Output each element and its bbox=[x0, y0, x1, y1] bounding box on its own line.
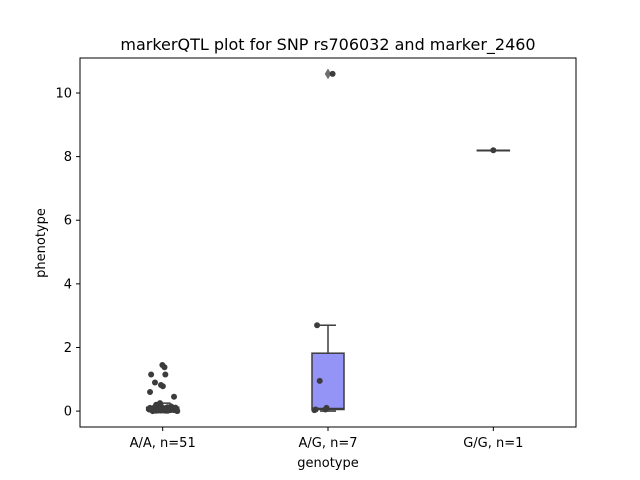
data-point bbox=[316, 377, 323, 384]
data-point bbox=[151, 379, 158, 386]
data-point bbox=[151, 406, 158, 413]
data-point bbox=[147, 389, 154, 396]
data-point bbox=[167, 405, 174, 412]
data-point bbox=[161, 364, 168, 371]
data-point bbox=[329, 70, 336, 77]
y-tick-label: 4 bbox=[64, 277, 72, 292]
data-point bbox=[162, 407, 169, 414]
strip-points bbox=[490, 147, 497, 154]
x-axis: A/A, n=51 A/G, n=7 G/G, n=1 bbox=[130, 427, 523, 451]
y-tick-label: 10 bbox=[55, 86, 72, 101]
data-point bbox=[159, 383, 166, 390]
y-tick-label: 2 bbox=[64, 341, 72, 356]
y-axis: 0 2 4 6 8 10 bbox=[55, 86, 80, 420]
data-point bbox=[148, 371, 155, 378]
strip-points bbox=[146, 361, 181, 415]
plot-area bbox=[145, 68, 511, 415]
x-tick-label: G/G, n=1 bbox=[463, 436, 523, 451]
y-tick-label: 8 bbox=[64, 150, 72, 165]
data-point bbox=[490, 147, 497, 154]
data-point bbox=[147, 406, 154, 413]
box-group bbox=[311, 68, 345, 412]
data-point bbox=[162, 371, 169, 378]
data-point bbox=[322, 406, 329, 413]
x-axis-label: genotype bbox=[297, 456, 358, 471]
y-axis-label: phenotype bbox=[34, 208, 49, 278]
data-point bbox=[314, 322, 321, 329]
data-point bbox=[171, 393, 178, 400]
x-tick-label: A/G, n=7 bbox=[298, 436, 357, 451]
data-point bbox=[156, 406, 163, 413]
strip-points bbox=[311, 70, 336, 414]
data-point bbox=[311, 407, 318, 414]
outlier-marker bbox=[324, 68, 332, 80]
chart-title: markerQTL plot for SNP rs706032 and mark… bbox=[120, 35, 535, 55]
y-tick-label: 6 bbox=[64, 214, 72, 229]
x-tick-label: A/A, n=51 bbox=[130, 436, 196, 451]
y-tick-label: 0 bbox=[64, 405, 72, 420]
